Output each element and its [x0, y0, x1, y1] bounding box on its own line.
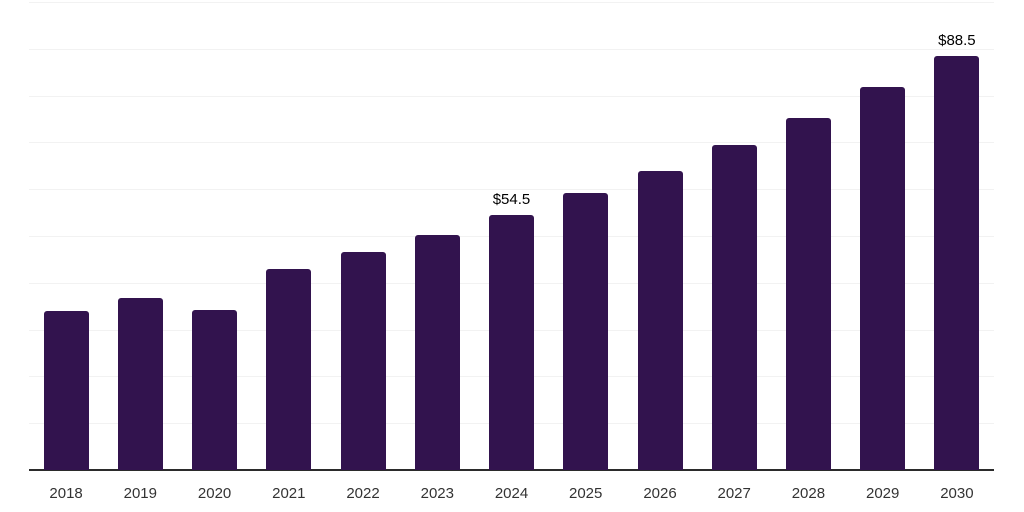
- bar-2023: [414, 234, 460, 470]
- gridline: [29, 2, 994, 3]
- bar-2025: [563, 193, 609, 470]
- gridline: [29, 189, 994, 191]
- bar-2030: [934, 55, 980, 470]
- bar-2029: [860, 87, 906, 470]
- bar-2028: [785, 117, 831, 470]
- bar-2018: [43, 310, 89, 470]
- bar-2020: [192, 309, 238, 470]
- bar-2022: [340, 251, 386, 470]
- data-label-2024: $54.5: [492, 190, 531, 208]
- x-tick-label-2030: 2030: [940, 485, 974, 502]
- bar-2026: [637, 170, 683, 470]
- x-tick-label-2021: 2021: [272, 485, 306, 502]
- gridline: [29, 48, 994, 50]
- data-label-2030: $88.5: [938, 31, 976, 49]
- x-tick-label-2023: 2023: [420, 485, 454, 502]
- bar-2019: [117, 298, 163, 470]
- x-tick-label-2019: 2019: [123, 485, 157, 502]
- x-tick-label-2022: 2022: [346, 485, 380, 502]
- x-tick-label-2027: 2027: [717, 485, 751, 502]
- x-tick-label-2029: 2029: [866, 485, 900, 502]
- bar-2024: [489, 214, 534, 470]
- x-tick-label-2026: 2026: [643, 485, 677, 502]
- x-tick-label-2025: 2025: [569, 485, 603, 502]
- x-tick-label-2024: 2024: [494, 485, 529, 502]
- bar-2021: [266, 269, 312, 470]
- x-tick-label-2018: 2018: [49, 485, 83, 502]
- bar-2027: [711, 145, 757, 470]
- x-tick-label-2020: 2020: [197, 485, 232, 502]
- gridline: [29, 142, 994, 144]
- x-axis-line: [29, 469, 994, 471]
- x-tick-label-2028: 2028: [791, 485, 826, 502]
- gridline: [29, 95, 994, 97]
